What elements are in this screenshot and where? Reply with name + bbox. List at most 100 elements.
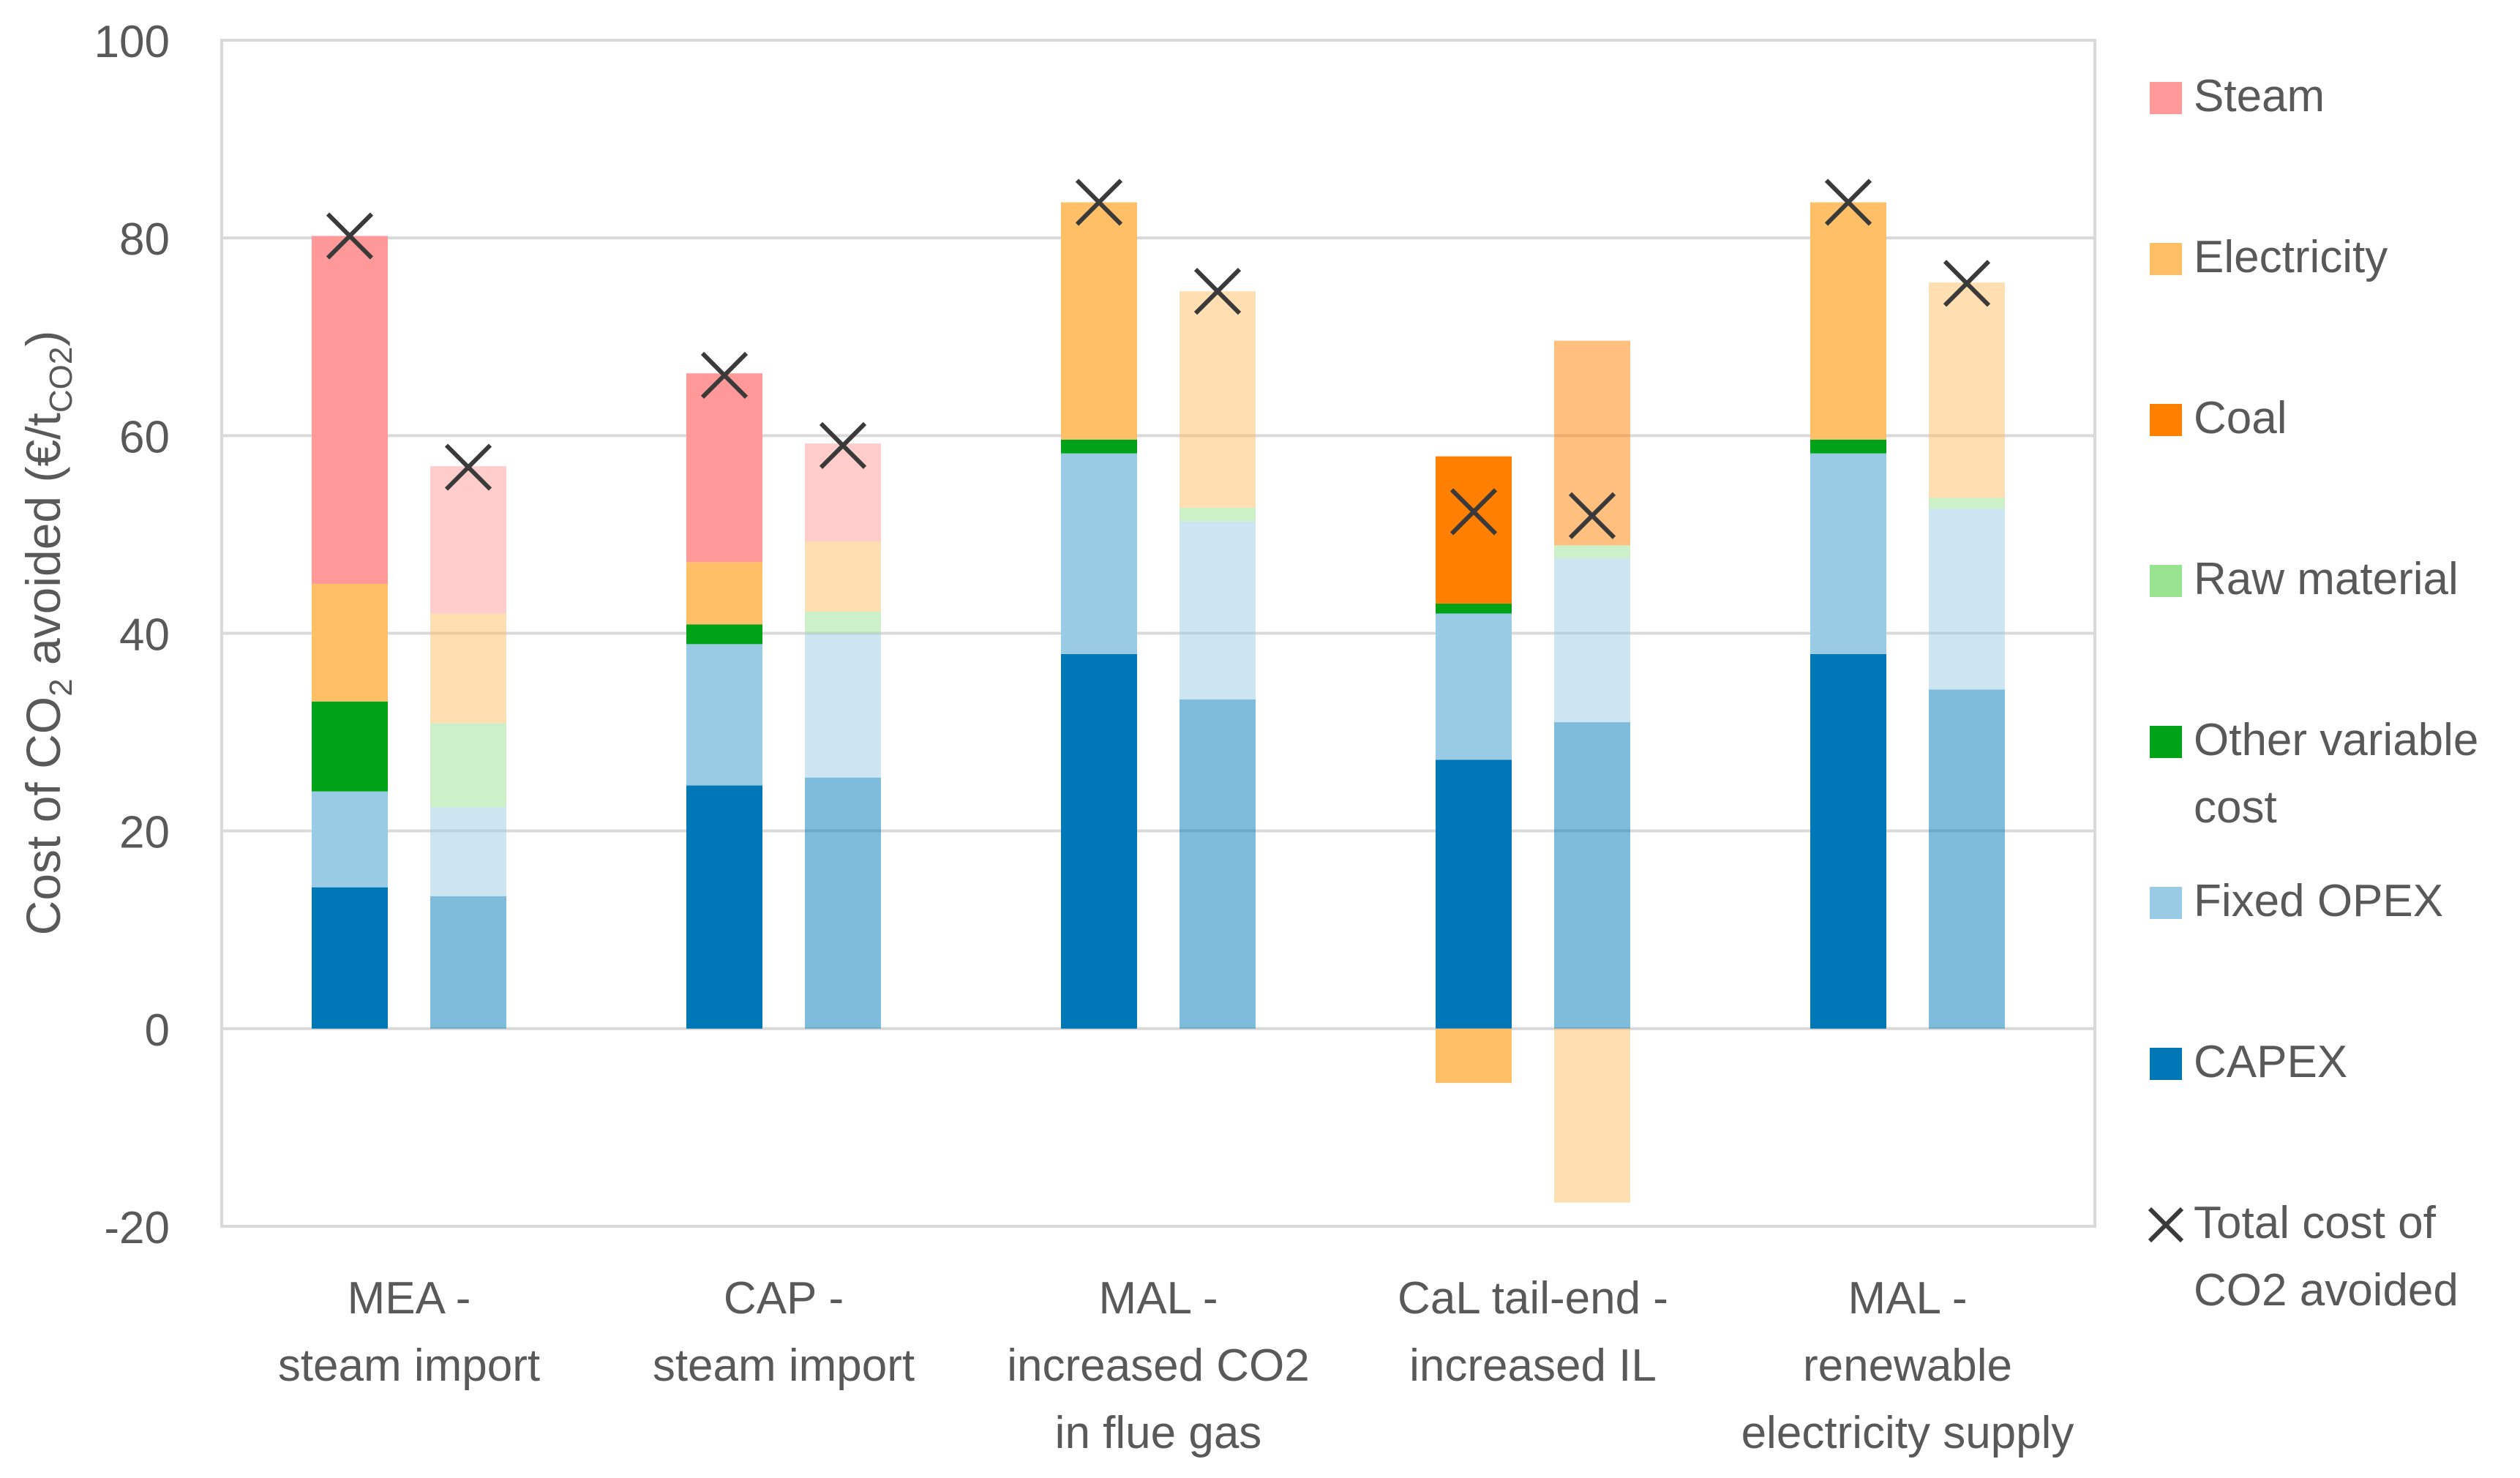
- bar-segment-fixed-opex: [430, 807, 506, 896]
- legend-item-electricity: Electricity: [2150, 232, 2388, 282]
- bars: [312, 202, 2005, 1203]
- total-cost-marker: [1824, 179, 1872, 226]
- x-category-label: steam import: [653, 1340, 915, 1391]
- bar-segment-electricity: [805, 541, 881, 612]
- bar-segment-steam: [805, 443, 881, 541]
- legend-item-raw-material: Raw material: [2150, 554, 2459, 604]
- bar-segment-raw-material: [805, 611, 881, 634]
- legend-label: CO2 avoided: [2194, 1265, 2459, 1316]
- bar-segment-capex: [312, 887, 388, 1029]
- bar-segment-fixed-opex: [1061, 453, 1137, 654]
- legend-cross-marker: [2148, 1207, 2184, 1243]
- bar-segment-fixed-opex: [1180, 521, 1256, 700]
- x-axis-category-labels: MEA - steam import CAP - steam import MAL - i…: [278, 1273, 2074, 1458]
- bar-segment-other-variable-cost: [686, 624, 762, 645]
- x-category-label: increased IL: [1409, 1340, 1657, 1391]
- x-category-label: increased CO2: [1007, 1340, 1310, 1391]
- x-category-label: steam import: [278, 1340, 540, 1391]
- bar-segment-capex: [686, 785, 762, 1029]
- legend-label: Total cost of: [2194, 1198, 2437, 1248]
- y-tick-label: 80: [119, 214, 170, 265]
- x-category-label: CAP -: [724, 1273, 844, 1324]
- total-cost-marker: [1450, 488, 1498, 536]
- bar-segment-electricity: [1061, 202, 1137, 440]
- bar-segment-electricity: [312, 583, 388, 702]
- bar-segment-capex: [430, 896, 506, 1029]
- legend-swatch: [2150, 1048, 2182, 1080]
- bar-segment-raw-material: [1554, 545, 1630, 558]
- legend-swatch: [2150, 243, 2182, 275]
- bar-segment-other-variable-cost: [1810, 439, 1886, 454]
- legend-item-steam: Steam: [2150, 71, 2325, 121]
- bar-segment-capex: [1554, 722, 1630, 1029]
- x-category-label: electricity supply: [1741, 1408, 2074, 1458]
- y-tick-label: 20: [119, 808, 170, 858]
- legend-item-capex: CAPEX: [2150, 1037, 2347, 1087]
- bar-segment-electricity: [686, 562, 762, 625]
- total-cost-marker: [819, 421, 867, 469]
- x-category-label: MAL -: [1848, 1273, 1967, 1324]
- legend-swatch: [2150, 404, 2182, 436]
- bar-segment-electricity: [1554, 1028, 1630, 1203]
- legend-item-other-variable-cost: Other variable cost: [2150, 715, 2478, 833]
- bar-segment-steam: [686, 373, 762, 563]
- bar-segment-other-variable-cost: [312, 701, 388, 792]
- x-category-label: CaL tail-end -: [1398, 1273, 1668, 1324]
- bar-segment-electricity: [1180, 291, 1256, 508]
- bar-segment-coal: [1554, 340, 1630, 546]
- bar-segment-capex: [1929, 689, 2005, 1029]
- bar-segment-steam: [430, 466, 506, 614]
- y-tick-label: 0: [145, 1005, 170, 1056]
- legend-label: Steam: [2194, 71, 2325, 121]
- bar-segment-fixed-opex: [1436, 613, 1512, 760]
- bar-segment-fixed-opex: [1554, 558, 1630, 723]
- total-cost-marker: [326, 212, 374, 260]
- legend-swatch: [2150, 82, 2182, 114]
- legend-label: cost: [2194, 782, 2277, 833]
- legend-label: Coal: [2194, 393, 2287, 443]
- gridlines: [222, 236, 2095, 1030]
- bar-segment-steam: [312, 236, 388, 584]
- total-markers: [326, 179, 1991, 539]
- total-cost-marker: [1193, 267, 1242, 315]
- bar-segment-fixed-opex: [1810, 453, 1886, 654]
- y-tick-label: 100: [94, 17, 170, 67]
- y-tick-label: -20: [104, 1203, 170, 1253]
- bar-segment-capex: [805, 777, 881, 1029]
- total-cost-marker: [1568, 492, 1616, 539]
- x-category-label: MEA -: [348, 1273, 471, 1324]
- bar-segment-other-variable-cost: [1436, 603, 1512, 614]
- total-cost-marker: [1075, 179, 1123, 226]
- legend-swatch: [2150, 887, 2182, 919]
- y-tick-label: 60: [119, 412, 170, 462]
- bar-segment-electricity: [1810, 202, 1886, 440]
- total-cost-marker: [700, 351, 749, 399]
- legend-label: Raw material: [2194, 554, 2459, 604]
- bar-segment-fixed-opex: [686, 644, 762, 786]
- total-cost-marker: [444, 443, 492, 491]
- total-cost-marker: [1943, 260, 1991, 307]
- legend-label: Fixed OPEX: [2194, 876, 2443, 926]
- bar-segment-raw-material: [1929, 498, 2005, 509]
- legend-label: CAPEX: [2194, 1037, 2347, 1087]
- x-category-label: renewable: [1803, 1340, 2012, 1391]
- bar-segment-electricity: [430, 613, 506, 724]
- bar-segment-raw-material: [430, 723, 506, 808]
- legend-item-total-cost-of-co2-avoided: Total cost of CO2 avoided: [2148, 1198, 2459, 1316]
- bar-segment-raw-material: [1180, 507, 1256, 522]
- bar-segment-fixed-opex: [312, 791, 388, 888]
- legend-label: Other variable: [2194, 715, 2478, 765]
- bar-segment-capex: [1061, 653, 1137, 1029]
- x-category-label: MAL -: [1098, 1273, 1218, 1324]
- legend-item-fixed-opex: Fixed OPEX: [2150, 876, 2443, 926]
- bar-segment-other-variable-cost: [1061, 439, 1137, 454]
- bar-segment-fixed-opex: [1929, 509, 2005, 690]
- x-category-label: in flue gas: [1055, 1408, 1262, 1458]
- legend: Steam Electricity Coal Raw material Other va…: [2148, 71, 2478, 1316]
- y-axis-ticks: -20 0 20 40 60 80 100: [94, 17, 170, 1253]
- bar-segment-capex: [1810, 653, 1886, 1029]
- bar-segment-electricity: [1436, 1028, 1512, 1084]
- legend-swatch: [2150, 726, 2182, 758]
